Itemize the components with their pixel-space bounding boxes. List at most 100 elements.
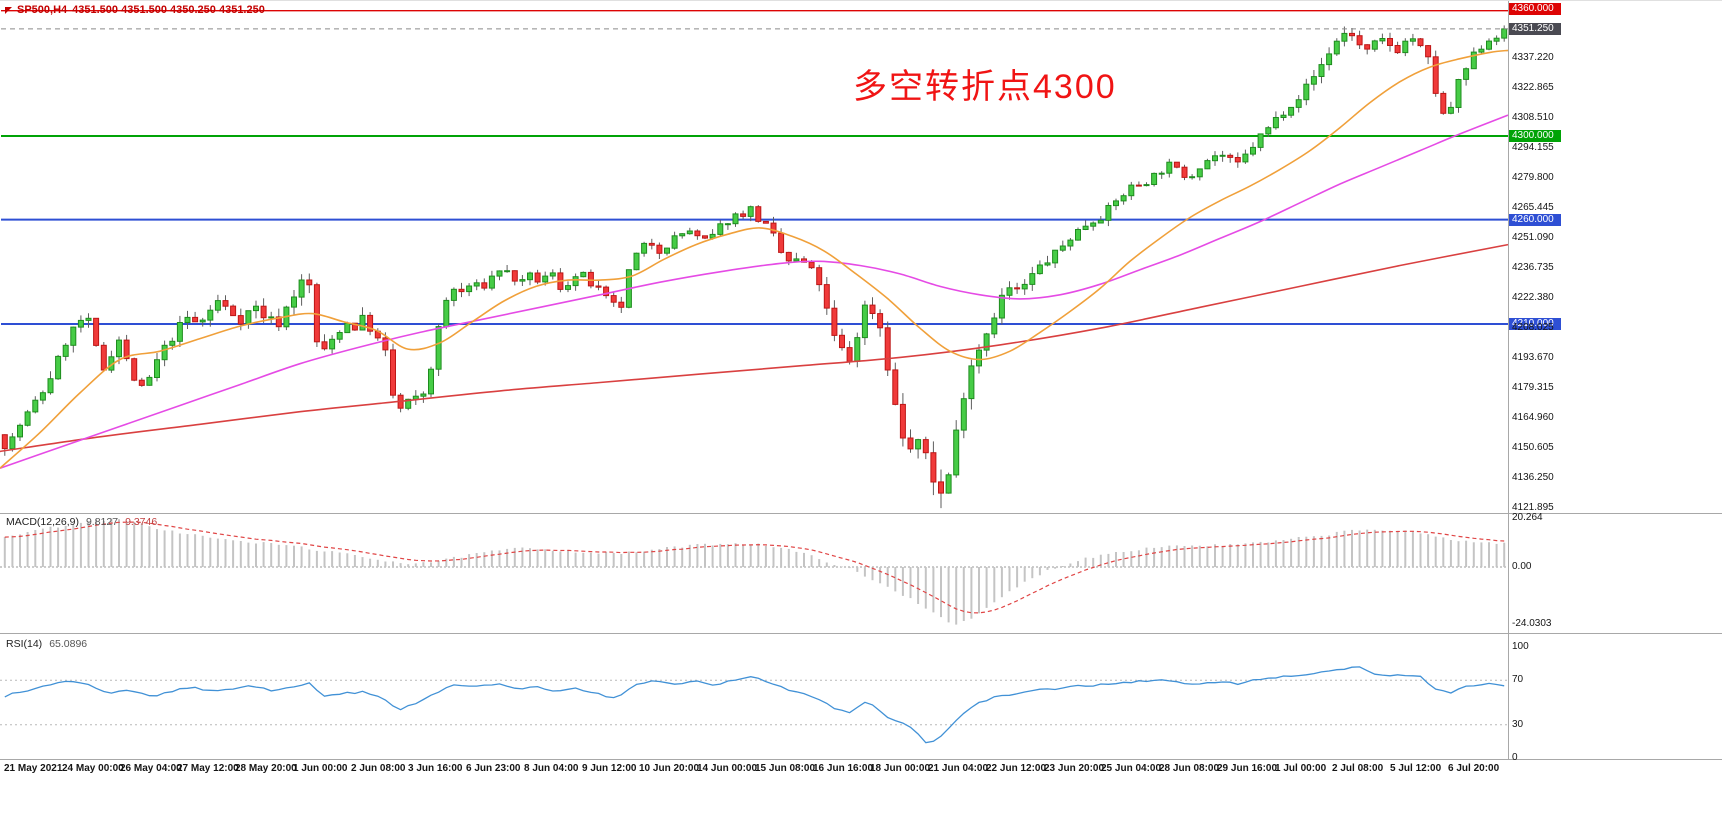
macd-histogram-bar	[102, 520, 105, 567]
candle-body	[1090, 222, 1097, 227]
macd-histogram-bar	[262, 542, 265, 567]
macd-histogram-bar	[1488, 542, 1490, 567]
candle-body	[656, 244, 663, 254]
macd-histogram-bar	[148, 526, 151, 567]
candle-body	[633, 252, 640, 271]
macd-histogram-bar	[1183, 546, 1186, 567]
candle-body	[1333, 40, 1340, 55]
macd-histogram-bar	[293, 545, 295, 567]
macd-histogram-bar	[1335, 531, 1338, 567]
candle-body	[1059, 245, 1066, 251]
candle-body	[1128, 184, 1135, 197]
candle-body	[275, 316, 282, 328]
candle-body	[428, 368, 434, 395]
macd-histogram-bar	[772, 547, 775, 567]
candle-body	[808, 261, 815, 269]
candle-body	[1234, 157, 1241, 163]
candle-body	[603, 286, 610, 297]
macd-histogram-bar	[118, 519, 120, 567]
macd-histogram-bar	[255, 543, 257, 567]
time-axis-label: 6 Jul 20:00	[1448, 763, 1500, 774]
candle-body	[869, 304, 876, 315]
panel-separator-rsi[interactable]	[0, 633, 1722, 634]
macd-histogram-bar	[95, 519, 98, 567]
price-badge-4210: 4210.000	[1509, 318, 1561, 330]
panel-separator-timeaxis[interactable]	[0, 759, 1722, 760]
macd-histogram-bar	[803, 552, 805, 567]
macd-histogram-bar	[1229, 544, 1232, 567]
candle-body	[1409, 38, 1416, 42]
macd-histogram-bar	[726, 544, 729, 567]
macd-histogram-bar	[1449, 540, 1452, 567]
candle-body	[100, 344, 107, 371]
rsi-axis-label: 0	[1512, 752, 1518, 763]
rsi-value: 65.0896	[49, 638, 88, 650]
candle-body	[953, 429, 960, 476]
macd-histogram-bar	[810, 555, 813, 567]
macd-histogram-bar	[1092, 557, 1095, 567]
macd-histogram-bar	[224, 539, 227, 567]
macd-histogram-bar	[848, 567, 851, 569]
candle-body	[1143, 184, 1150, 187]
candle-body	[846, 347, 853, 362]
time-axis-label: 9 Jun 12:00	[582, 763, 637, 774]
macd-histogram-bar	[962, 567, 965, 621]
candle-body	[740, 213, 747, 217]
candle-body	[435, 326, 442, 370]
macd-histogram-bar	[163, 530, 166, 567]
candle-body	[724, 223, 731, 226]
macd-histogram-bar	[529, 548, 531, 567]
rsi-panel	[0, 666, 1508, 744]
macd-histogram-bar	[171, 530, 174, 567]
price-axis-separator	[1508, 1, 1509, 759]
time-axis-label: 29 Jun 16:00	[1217, 763, 1278, 774]
macd-histogram-bar	[308, 549, 311, 567]
candle-body	[1014, 287, 1021, 290]
price-axis-tick: 4179.315	[1512, 382, 1554, 393]
macd-histogram-bar	[894, 567, 897, 592]
time-axis-label: 26 May 04:00	[120, 763, 182, 774]
candle-body	[199, 319, 206, 323]
price-axis-tick: 4322.865	[1512, 82, 1554, 93]
candle-body	[1371, 40, 1378, 50]
candle-body	[823, 284, 830, 309]
candle-body	[291, 296, 297, 308]
candle-body	[595, 285, 602, 288]
macd-histogram-bar	[34, 530, 37, 567]
candle-body	[17, 424, 23, 438]
macd-histogram-bar	[605, 552, 608, 567]
time-axis-label: 23 Jun 20:00	[1044, 763, 1105, 774]
macd-histogram-bar	[331, 551, 334, 567]
candle-body	[542, 275, 549, 283]
macd-histogram-bar	[742, 544, 745, 567]
candle-body	[450, 288, 457, 301]
candle-body	[1402, 40, 1409, 54]
candle-body	[260, 305, 267, 319]
candle-body	[1349, 32, 1355, 37]
candle-body	[1501, 28, 1508, 39]
macd-histogram-bar	[1175, 545, 1178, 567]
price-axis-tick: 4236.735	[1512, 262, 1554, 273]
macd-histogram-bar	[1221, 545, 1224, 567]
macd-histogram-bar	[361, 557, 364, 567]
macd-histogram-bar	[940, 567, 942, 618]
price-axis-tick: 4164.960	[1512, 412, 1554, 423]
macd-histogram-bar	[536, 549, 539, 567]
candle-body	[207, 309, 214, 321]
time-axis[interactable]: 21 May 2021 24 May 00:00 26 May 04:00 27 Ma…	[0, 759, 1508, 781]
chart-canvas[interactable]	[0, 1, 1722, 781]
price-axis[interactable]: 4360.000 4351.250 4300.000 4260.000 4210…	[1508, 1, 1722, 763]
macd-histogram-bar	[597, 553, 600, 567]
panel-separator-macd[interactable]	[0, 513, 1722, 514]
price-badge-4260: 4260.000	[1509, 214, 1561, 226]
macd-histogram-bar	[64, 525, 67, 567]
rsi-axis-label: 100	[1512, 641, 1529, 652]
macd-histogram-bar	[1351, 529, 1353, 567]
macd-histogram-bar	[414, 563, 417, 567]
macd-histogram-bar	[643, 551, 646, 567]
candle-body	[686, 230, 693, 235]
macd-histogram-bar	[544, 549, 547, 567]
macd-histogram-bar	[79, 522, 82, 567]
candle-body	[1227, 154, 1234, 158]
macd-histogram-bar	[513, 547, 516, 567]
